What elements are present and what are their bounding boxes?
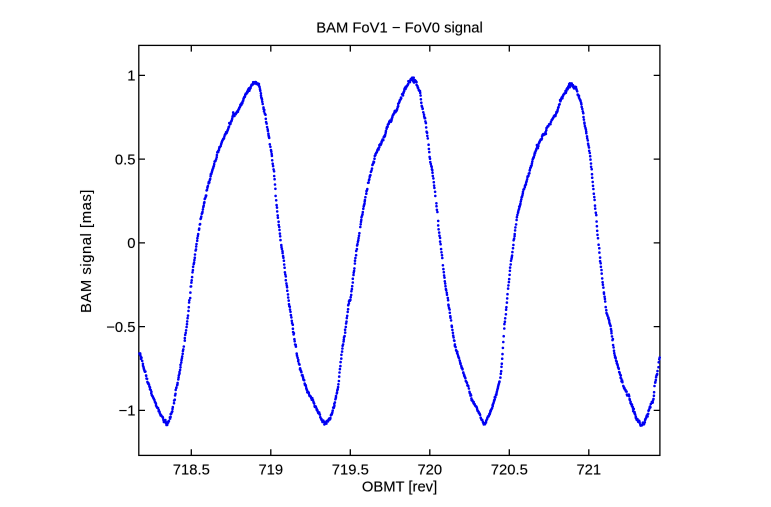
svg-text:718.5: 718.5 xyxy=(173,463,210,479)
svg-text:720: 720 xyxy=(417,463,442,479)
svg-text:BAM FoV1 − FoV0 signal: BAM FoV1 − FoV0 signal xyxy=(316,21,483,37)
svg-text:721: 721 xyxy=(576,463,601,479)
svg-text:OBMT [rev]: OBMT [rev] xyxy=(362,479,437,495)
svg-text:−1: −1 xyxy=(119,404,136,420)
svg-text:1: 1 xyxy=(127,69,135,85)
svg-text:720.5: 720.5 xyxy=(491,463,528,479)
svg-text:BAM signal [mas]: BAM signal [mas] xyxy=(79,189,95,313)
svg-text:719.5: 719.5 xyxy=(332,463,369,479)
svg-text:0: 0 xyxy=(127,236,135,252)
svg-text:719: 719 xyxy=(258,463,283,479)
svg-text:−0.5: −0.5 xyxy=(106,320,135,336)
svg-text:0.5: 0.5 xyxy=(115,153,136,169)
